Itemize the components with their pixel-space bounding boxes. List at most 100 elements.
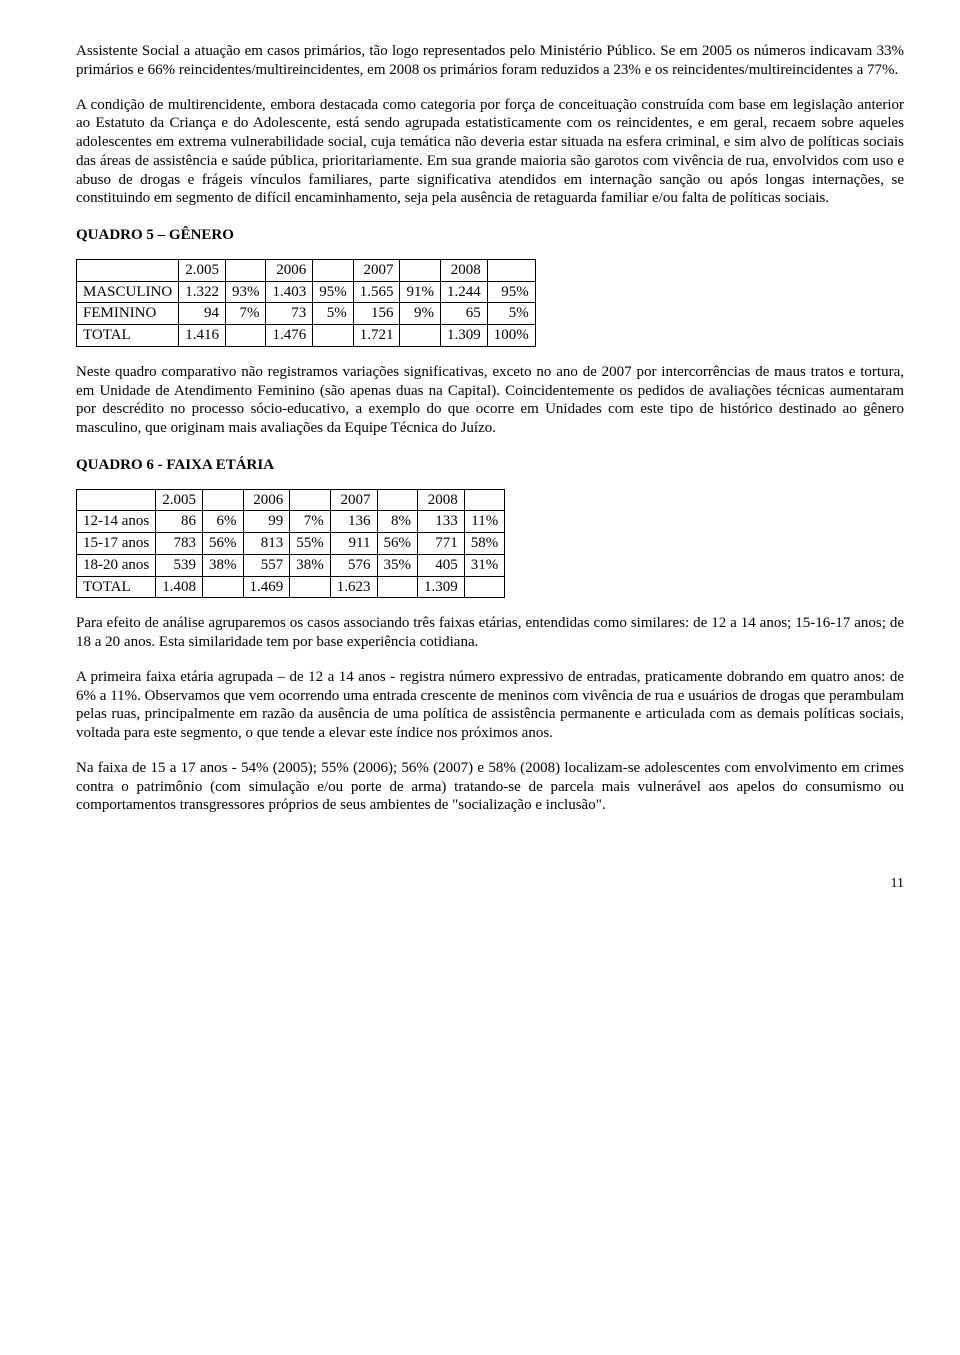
cell: [313, 259, 354, 281]
cell: 73: [266, 303, 313, 325]
table-faixa-etaria: 2.005 2006 2007 2008 12-14 anos 86 6% 99…: [76, 489, 505, 599]
cell: [377, 489, 418, 511]
cell: 31%: [464, 554, 505, 576]
cell: 1.469: [243, 576, 290, 598]
cell: 65: [440, 303, 487, 325]
table-row: 2.005 2006 2007 2008: [77, 489, 505, 511]
cell: [290, 489, 331, 511]
cell: 1.403: [266, 281, 313, 303]
cell: [77, 259, 179, 281]
paragraph-2: A condição de multirencidente, embora de…: [76, 96, 904, 209]
cell: 91%: [400, 281, 441, 303]
cell: 2007: [353, 259, 400, 281]
cell: 100%: [487, 325, 535, 347]
cell: [400, 259, 441, 281]
cell: 11%: [464, 511, 505, 533]
cell: [77, 489, 156, 511]
cell: 911: [330, 533, 377, 555]
cell: MASCULINO: [77, 281, 179, 303]
cell: [487, 259, 535, 281]
cell: 35%: [377, 554, 418, 576]
paragraph-1: Assistente Social a atuação em casos pri…: [76, 42, 904, 80]
cell: 7%: [290, 511, 331, 533]
cell: 136: [330, 511, 377, 533]
cell: 1.244: [440, 281, 487, 303]
cell: [203, 489, 244, 511]
cell: 99: [243, 511, 290, 533]
cell: TOTAL: [77, 325, 179, 347]
paragraph-3: Neste quadro comparativo não registramos…: [76, 363, 904, 438]
cell: 1.309: [418, 576, 465, 598]
cell: FEMININO: [77, 303, 179, 325]
cell: 1.416: [179, 325, 226, 347]
paragraph-4: Para efeito de análise agruparemos os ca…: [76, 614, 904, 652]
cell: 9%: [400, 303, 441, 325]
cell: 1.623: [330, 576, 377, 598]
cell: 2.005: [156, 489, 203, 511]
cell: 15-17 anos: [77, 533, 156, 555]
cell: [464, 489, 505, 511]
cell: 133: [418, 511, 465, 533]
cell: 94: [179, 303, 226, 325]
cell: TOTAL: [77, 576, 156, 598]
cell: 156: [353, 303, 400, 325]
table-row: FEMININO 94 7% 73 5% 156 9% 65 5%: [77, 303, 536, 325]
paragraph-5: A primeira faixa etária agrupada – de 12…: [76, 668, 904, 743]
cell: 2008: [440, 259, 487, 281]
cell: 86: [156, 511, 203, 533]
cell: 56%: [203, 533, 244, 555]
cell: 95%: [487, 281, 535, 303]
cell: 771: [418, 533, 465, 555]
cell: 93%: [225, 281, 266, 303]
cell: [290, 576, 331, 598]
cell: 7%: [225, 303, 266, 325]
heading-quadro-5: QUADRO 5 – GÊNERO: [76, 226, 904, 245]
cell: 56%: [377, 533, 418, 555]
heading-quadro-6: QUADRO 6 - FAIXA ETÁRIA: [76, 456, 904, 475]
cell: 813: [243, 533, 290, 555]
cell: [225, 259, 266, 281]
cell: 38%: [290, 554, 331, 576]
table-row: TOTAL 1.408 1.469 1.623 1.309: [77, 576, 505, 598]
cell: 58%: [464, 533, 505, 555]
paragraph-6: Na faixa de 15 a 17 anos - 54% (2005); 5…: [76, 759, 904, 815]
cell: 1.408: [156, 576, 203, 598]
cell: 95%: [313, 281, 354, 303]
page-number: 11: [76, 875, 904, 893]
cell: 1.322: [179, 281, 226, 303]
cell: 38%: [203, 554, 244, 576]
cell: 18-20 anos: [77, 554, 156, 576]
cell: [377, 576, 418, 598]
cell: [400, 325, 441, 347]
cell: [464, 576, 505, 598]
table-row: MASCULINO 1.322 93% 1.403 95% 1.565 91% …: [77, 281, 536, 303]
cell: 5%: [313, 303, 354, 325]
table-row: 18-20 anos 539 38% 557 38% 576 35% 405 3…: [77, 554, 505, 576]
cell: 1.476: [266, 325, 313, 347]
table-row: 12-14 anos 86 6% 99 7% 136 8% 133 11%: [77, 511, 505, 533]
cell: 1.565: [353, 281, 400, 303]
cell: 557: [243, 554, 290, 576]
cell: 8%: [377, 511, 418, 533]
cell: 6%: [203, 511, 244, 533]
table-genero: 2.005 2006 2007 2008 MASCULINO 1.322 93%…: [76, 259, 536, 347]
cell: 576: [330, 554, 377, 576]
table-row: 15-17 anos 783 56% 813 55% 911 56% 771 5…: [77, 533, 505, 555]
cell: 783: [156, 533, 203, 555]
cell: 1.721: [353, 325, 400, 347]
cell: 2007: [330, 489, 377, 511]
cell: 1.309: [440, 325, 487, 347]
cell: 539: [156, 554, 203, 576]
cell: 12-14 anos: [77, 511, 156, 533]
cell: 405: [418, 554, 465, 576]
cell: [313, 325, 354, 347]
cell: 5%: [487, 303, 535, 325]
cell: 55%: [290, 533, 331, 555]
cell: [203, 576, 244, 598]
cell: 2006: [266, 259, 313, 281]
table-row: TOTAL 1.416 1.476 1.721 1.309 100%: [77, 325, 536, 347]
table-row: 2.005 2006 2007 2008: [77, 259, 536, 281]
cell: 2006: [243, 489, 290, 511]
cell: 2.005: [179, 259, 226, 281]
cell: 2008: [418, 489, 465, 511]
